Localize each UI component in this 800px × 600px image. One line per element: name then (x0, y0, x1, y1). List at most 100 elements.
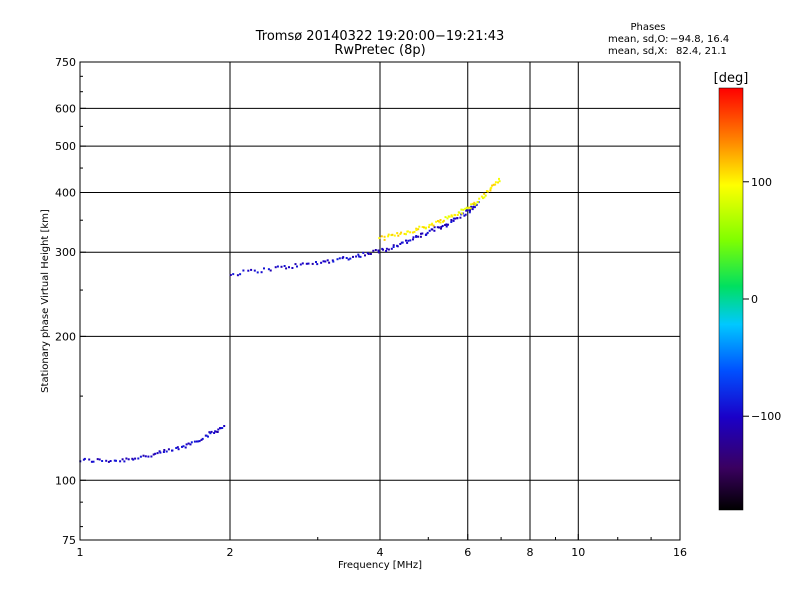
data-point (205, 434, 208, 437)
y-tick-label: 750 (55, 56, 76, 69)
data-point (393, 234, 396, 237)
data-point (223, 425, 226, 427)
data-point (415, 227, 418, 230)
data-point (399, 233, 402, 235)
data-point (177, 448, 180, 451)
data-point (267, 268, 270, 271)
data-point (200, 438, 203, 441)
data-point (442, 219, 445, 222)
data-point (101, 460, 104, 462)
data-point (428, 223, 431, 226)
data-point (147, 455, 150, 458)
data-point (210, 430, 213, 433)
data-point (387, 235, 390, 238)
data-point (184, 446, 187, 449)
colorbar-tick-label: 0 (751, 293, 758, 306)
data-point (299, 263, 302, 266)
data-point (452, 217, 455, 220)
y-axis-label: Stationary phase Virtual Height [km] (40, 209, 51, 393)
y-tick-label: 75 (62, 534, 76, 547)
data-point (383, 235, 386, 238)
data-point (294, 263, 297, 266)
data-point (187, 442, 190, 445)
data-point (406, 230, 409, 233)
data-point (474, 202, 477, 205)
data-point (432, 224, 435, 227)
data-point (383, 238, 386, 241)
data-point (357, 253, 360, 256)
data-point (451, 215, 454, 218)
data-point (431, 228, 434, 231)
data-point (483, 196, 486, 199)
data-point (456, 217, 459, 220)
data-point (98, 458, 101, 461)
data-point (253, 269, 256, 272)
data-point (113, 459, 116, 462)
data-point (167, 448, 170, 451)
data-point (342, 256, 345, 259)
data-point (411, 231, 414, 234)
data-point (436, 226, 439, 229)
data-point (415, 235, 418, 238)
data-point (163, 449, 166, 451)
data-point (247, 269, 250, 272)
data-point (428, 229, 431, 232)
data-point (96, 458, 99, 461)
data-point (242, 269, 245, 272)
colorbar-label: [deg] (714, 71, 749, 86)
data-point (190, 441, 193, 444)
data-point (175, 447, 178, 449)
data-point (283, 265, 286, 267)
data-point (470, 205, 473, 208)
data-point (396, 245, 399, 248)
data-point (392, 244, 395, 247)
x-axis-label: Frequency [MHz] (338, 560, 422, 571)
colorbar-tick-label: 100 (751, 176, 772, 189)
data-point (162, 451, 165, 453)
data-point (473, 201, 476, 204)
data-point (448, 215, 451, 218)
y-tick-label: 200 (55, 330, 76, 343)
data-point (489, 189, 492, 192)
data-point (399, 243, 402, 245)
data-point (464, 213, 467, 216)
data-point (440, 227, 442, 230)
data-point (424, 227, 427, 230)
data-point (320, 261, 323, 264)
x-tick-label: 16 (673, 546, 687, 559)
data-point (439, 221, 442, 224)
data-point (478, 197, 481, 200)
data-point (440, 226, 443, 228)
data-point (454, 214, 457, 217)
data-point (352, 255, 354, 258)
data-point (137, 457, 140, 460)
data-point (221, 427, 224, 429)
data-point (316, 263, 319, 266)
data-point (460, 208, 463, 211)
data-point (193, 440, 196, 443)
data-point (132, 458, 135, 461)
data-point (165, 450, 168, 453)
data-point (417, 235, 420, 238)
data-point (189, 443, 192, 446)
data-point (423, 226, 425, 229)
data-point (492, 183, 495, 186)
data-point (288, 266, 290, 269)
data-point (115, 459, 117, 462)
data-point (397, 234, 400, 237)
data-point (385, 250, 388, 252)
data-point (349, 257, 352, 260)
data-point (123, 460, 126, 463)
data-point (452, 219, 455, 222)
data-point (450, 214, 453, 217)
data-point (378, 237, 381, 240)
data-point (121, 458, 124, 461)
data-point (403, 232, 406, 235)
data-point (83, 457, 86, 460)
data-point (207, 435, 209, 438)
data-point (176, 446, 179, 449)
data-point (311, 262, 314, 265)
data-point (466, 209, 469, 211)
grid (80, 62, 680, 540)
data-point (142, 454, 145, 457)
